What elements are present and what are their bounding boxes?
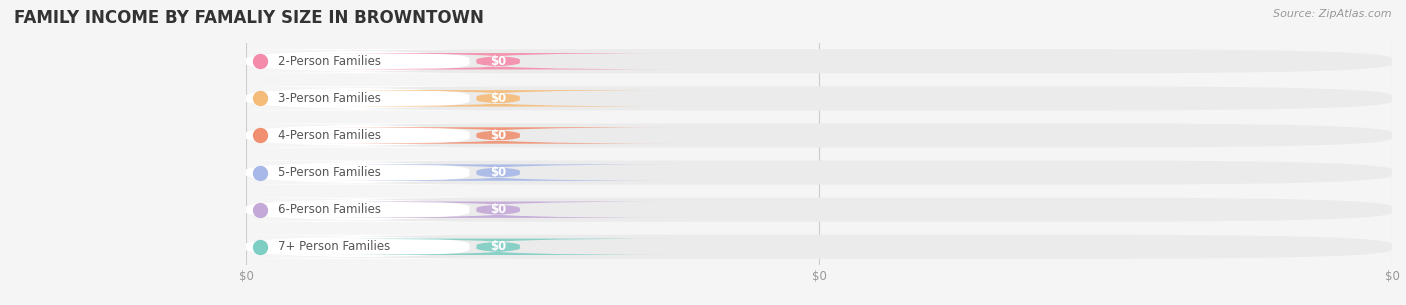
Text: $0: $0 xyxy=(491,166,506,179)
Text: $0: $0 xyxy=(491,55,506,68)
FancyBboxPatch shape xyxy=(183,235,533,259)
Text: Source: ZipAtlas.com: Source: ZipAtlas.com xyxy=(1274,9,1392,19)
FancyBboxPatch shape xyxy=(183,124,533,148)
Text: 5-Person Families: 5-Person Families xyxy=(278,166,381,179)
FancyBboxPatch shape xyxy=(183,49,533,73)
FancyBboxPatch shape xyxy=(246,49,1392,73)
FancyBboxPatch shape xyxy=(246,124,1392,148)
FancyBboxPatch shape xyxy=(183,86,533,110)
FancyBboxPatch shape xyxy=(314,239,683,255)
FancyBboxPatch shape xyxy=(314,164,683,181)
FancyBboxPatch shape xyxy=(246,160,1392,185)
Text: 4-Person Families: 4-Person Families xyxy=(278,129,381,142)
Text: 3-Person Families: 3-Person Families xyxy=(278,92,381,105)
Text: $0: $0 xyxy=(491,240,506,253)
FancyBboxPatch shape xyxy=(314,90,683,106)
Text: FAMILY INCOME BY FAMALIY SIZE IN BROWNTOWN: FAMILY INCOME BY FAMALIY SIZE IN BROWNTO… xyxy=(14,9,484,27)
FancyBboxPatch shape xyxy=(314,53,683,70)
FancyBboxPatch shape xyxy=(246,86,1392,110)
Text: $0: $0 xyxy=(491,92,506,105)
Text: 2-Person Families: 2-Person Families xyxy=(278,55,381,68)
Text: 7+ Person Families: 7+ Person Families xyxy=(278,240,391,253)
FancyBboxPatch shape xyxy=(246,235,1392,259)
FancyBboxPatch shape xyxy=(246,198,1392,222)
FancyBboxPatch shape xyxy=(314,202,683,218)
FancyBboxPatch shape xyxy=(183,198,533,222)
FancyBboxPatch shape xyxy=(314,127,683,144)
FancyBboxPatch shape xyxy=(183,160,533,185)
Text: $0: $0 xyxy=(491,129,506,142)
Text: 6-Person Families: 6-Person Families xyxy=(278,203,381,216)
Text: $0: $0 xyxy=(491,203,506,216)
